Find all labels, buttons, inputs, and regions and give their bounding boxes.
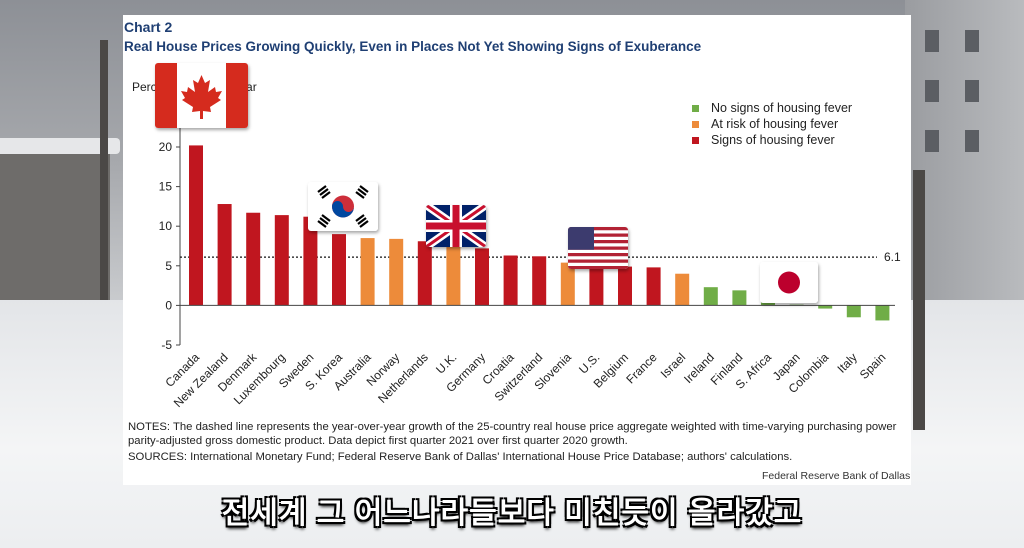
bar-luxembourg [274, 215, 289, 306]
bar-ireland [703, 287, 718, 306]
legend-item-risk: At risk of housing fever [692, 116, 852, 132]
bar-u-k [446, 242, 461, 306]
y-tick-label: 5 [165, 259, 172, 273]
bar-italy [846, 305, 861, 318]
chart-credit: Federal Reserve Bank of Dallas [762, 470, 911, 482]
us-flag-icon [568, 227, 628, 269]
y-tick-label: 20 [159, 140, 173, 154]
bar-s-korea [332, 234, 346, 306]
chart-sources: SOURCES: International Monetary Fund; Fe… [128, 451, 793, 463]
bar-s-africa [761, 300, 775, 306]
bar-croatia [503, 255, 518, 306]
uk-flag-icon [426, 205, 486, 247]
building-window [965, 30, 979, 52]
building-window [965, 80, 979, 102]
building-window [965, 130, 979, 152]
reference-line-label: 6.1 [884, 250, 901, 264]
south-korea-flag-icon [308, 182, 378, 231]
chart-legend: No signs of housing fever At risk of hou… [692, 100, 852, 148]
japan-flag-icon [760, 262, 818, 303]
bar-israel [675, 273, 690, 306]
bar-canada [189, 145, 203, 306]
bar-switzerland [532, 256, 547, 306]
bar-spain [875, 305, 890, 321]
legend-swatch-fever [692, 136, 699, 144]
bar-colombia [818, 305, 833, 309]
bar-denmark [246, 212, 261, 306]
bar-norway [389, 238, 404, 306]
bar-new-zealand [217, 204, 232, 306]
background-tree-trunk [913, 170, 925, 430]
y-tick-label: 15 [159, 180, 173, 194]
bar-australia [360, 238, 375, 306]
y-tick-label: 0 [165, 298, 172, 312]
legend-item-fever: Signs of housing fever [692, 132, 852, 148]
legend-swatch-risk [692, 120, 699, 128]
bar-france [646, 267, 661, 306]
x-tick-label: Spain [857, 350, 889, 382]
legend-item-none: No signs of housing fever [692, 100, 852, 116]
chart-number: Chart 2 [124, 19, 173, 35]
y-tick-label: -5 [161, 338, 172, 352]
building-window [925, 80, 939, 102]
y-tick-label: 10 [159, 219, 173, 233]
legend-label-risk: At risk of housing fever [711, 117, 839, 131]
building-window [925, 130, 939, 152]
legend-label-none: No signs of housing fever [711, 101, 853, 115]
bar-slovenia [560, 262, 575, 306]
bar-netherlands [417, 241, 432, 306]
bar-u-s [589, 264, 604, 306]
legend-label-fever: Signs of housing fever [711, 133, 835, 147]
bar-belgium [618, 266, 632, 306]
x-tick-label: France [623, 350, 660, 387]
chart-title: Real House Prices Growing Quickly, Even … [124, 39, 702, 54]
building-window [925, 30, 939, 52]
bar-sweden [303, 216, 318, 306]
bar-germany [475, 248, 489, 306]
background-tree-trunk [100, 40, 108, 300]
canada-flag-icon [155, 63, 248, 128]
bar-finland [732, 290, 747, 306]
legend-swatch-none [692, 104, 699, 112]
video-subtitle: 전세계 그 어느나라들보다 미친듯이 올라갔고 [221, 497, 803, 530]
background-building-left [0, 138, 120, 310]
chart-notes: NOTES: The dashed line represents the ye… [128, 421, 897, 447]
